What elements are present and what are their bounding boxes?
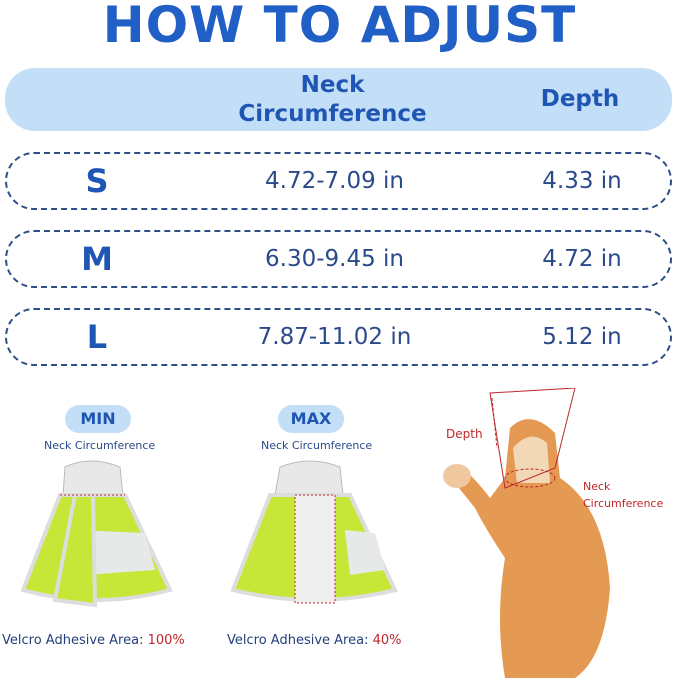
neck-value: 6.30-9.45 in <box>265 246 404 272</box>
cat-image <box>443 388 610 678</box>
velcro-label: Velcro Adhesive Area: <box>227 633 369 648</box>
min-velcro: Velcro Adhesive Area: 100% <box>2 633 185 648</box>
cat-neck-label: Neck Circumference <box>583 478 663 512</box>
size-label: M <box>81 240 113 278</box>
page-title: HOW TO ADJUST <box>102 0 577 54</box>
max-caption: Neck Circumference <box>261 439 373 452</box>
min-badge: MIN <box>65 405 131 433</box>
neck-value: 7.87-11.02 in <box>257 324 412 350</box>
cone-min-image <box>20 460 173 608</box>
depth-value: 4.72 in <box>542 246 622 272</box>
cat-neck-line2: Circumference <box>583 497 664 510</box>
cat-neck-line1: Neck <box>583 480 611 493</box>
cone-max-image <box>230 460 398 604</box>
depth-value: 5.12 in <box>542 324 622 350</box>
max-velcro: Velcro Adhesive Area: 40% <box>227 633 402 648</box>
max-badge: MAX <box>278 405 344 433</box>
size-label: S <box>85 162 109 200</box>
header-neck-line1: Neck <box>300 72 365 98</box>
cat-depth-label: Depth <box>446 427 483 441</box>
table-row: S 4.72-7.09 in 4.33 in <box>5 152 672 210</box>
velcro-label: Velcro Adhesive Area: <box>2 633 144 648</box>
neck-value: 4.72-7.09 in <box>265 168 404 194</box>
depth-value: 4.33 in <box>542 168 622 194</box>
table-row: M 6.30-9.45 in 4.72 in <box>5 230 672 288</box>
size-label: L <box>86 318 108 356</box>
table-header: Neck Circumference Depth <box>5 68 672 131</box>
header-neck-line2: Circumference <box>238 101 427 127</box>
velcro-value: 100% <box>147 633 185 648</box>
min-caption: Neck Circumference <box>44 439 156 452</box>
header-neck: Neck Circumference <box>205 71 460 129</box>
header-depth: Depth <box>540 86 620 112</box>
table-row: L 7.87-11.02 in 5.12 in <box>5 308 672 366</box>
velcro-value: 40% <box>372 633 402 648</box>
